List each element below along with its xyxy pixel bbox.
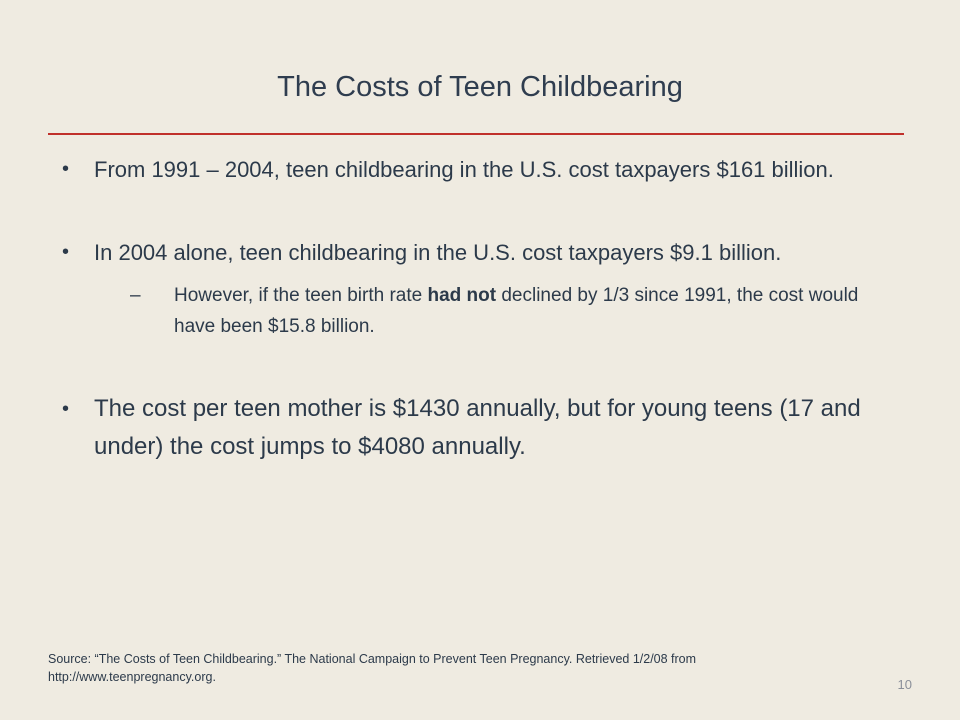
title-divider [48, 133, 904, 135]
slide-title: The Costs of Teen Childbearing [277, 71, 683, 103]
sub-bullet-text-after: declined by 1/3 since 1991, the cost wou… [174, 285, 859, 337]
sub-bullet-dash: – [130, 285, 141, 306]
sub-bullet-item: – However, if the teen birth rate had no… [130, 280, 876, 342]
page-number: 10 [897, 677, 912, 692]
bullet-text: In 2004 alone, teen childbearing in the … [94, 240, 782, 265]
bullet-icon: • [62, 241, 70, 263]
bullet-list: • From 1991 – 2004, teen childbearing in… [60, 152, 900, 466]
sub-bullet-text-before: However, if the teen birth rate [174, 285, 428, 306]
bullet-icon: • [62, 398, 70, 420]
source-citation: Source: “The Costs of Teen Childbearing.… [48, 652, 697, 684]
bullet-item: • From 1991 – 2004, teen childbearing in… [60, 152, 900, 187]
sub-bullet-bold: had not [427, 285, 497, 306]
bullet-text: The cost per teen mother is $1430 annual… [94, 395, 861, 460]
bullet-text: From 1991 – 2004, teen childbearing in t… [94, 157, 834, 182]
bullet-item: • The cost per teen mother is $1430 annu… [60, 390, 900, 466]
bullet-icon: • [62, 158, 70, 180]
bullet-item: • In 2004 alone, teen childbearing in th… [60, 235, 900, 270]
